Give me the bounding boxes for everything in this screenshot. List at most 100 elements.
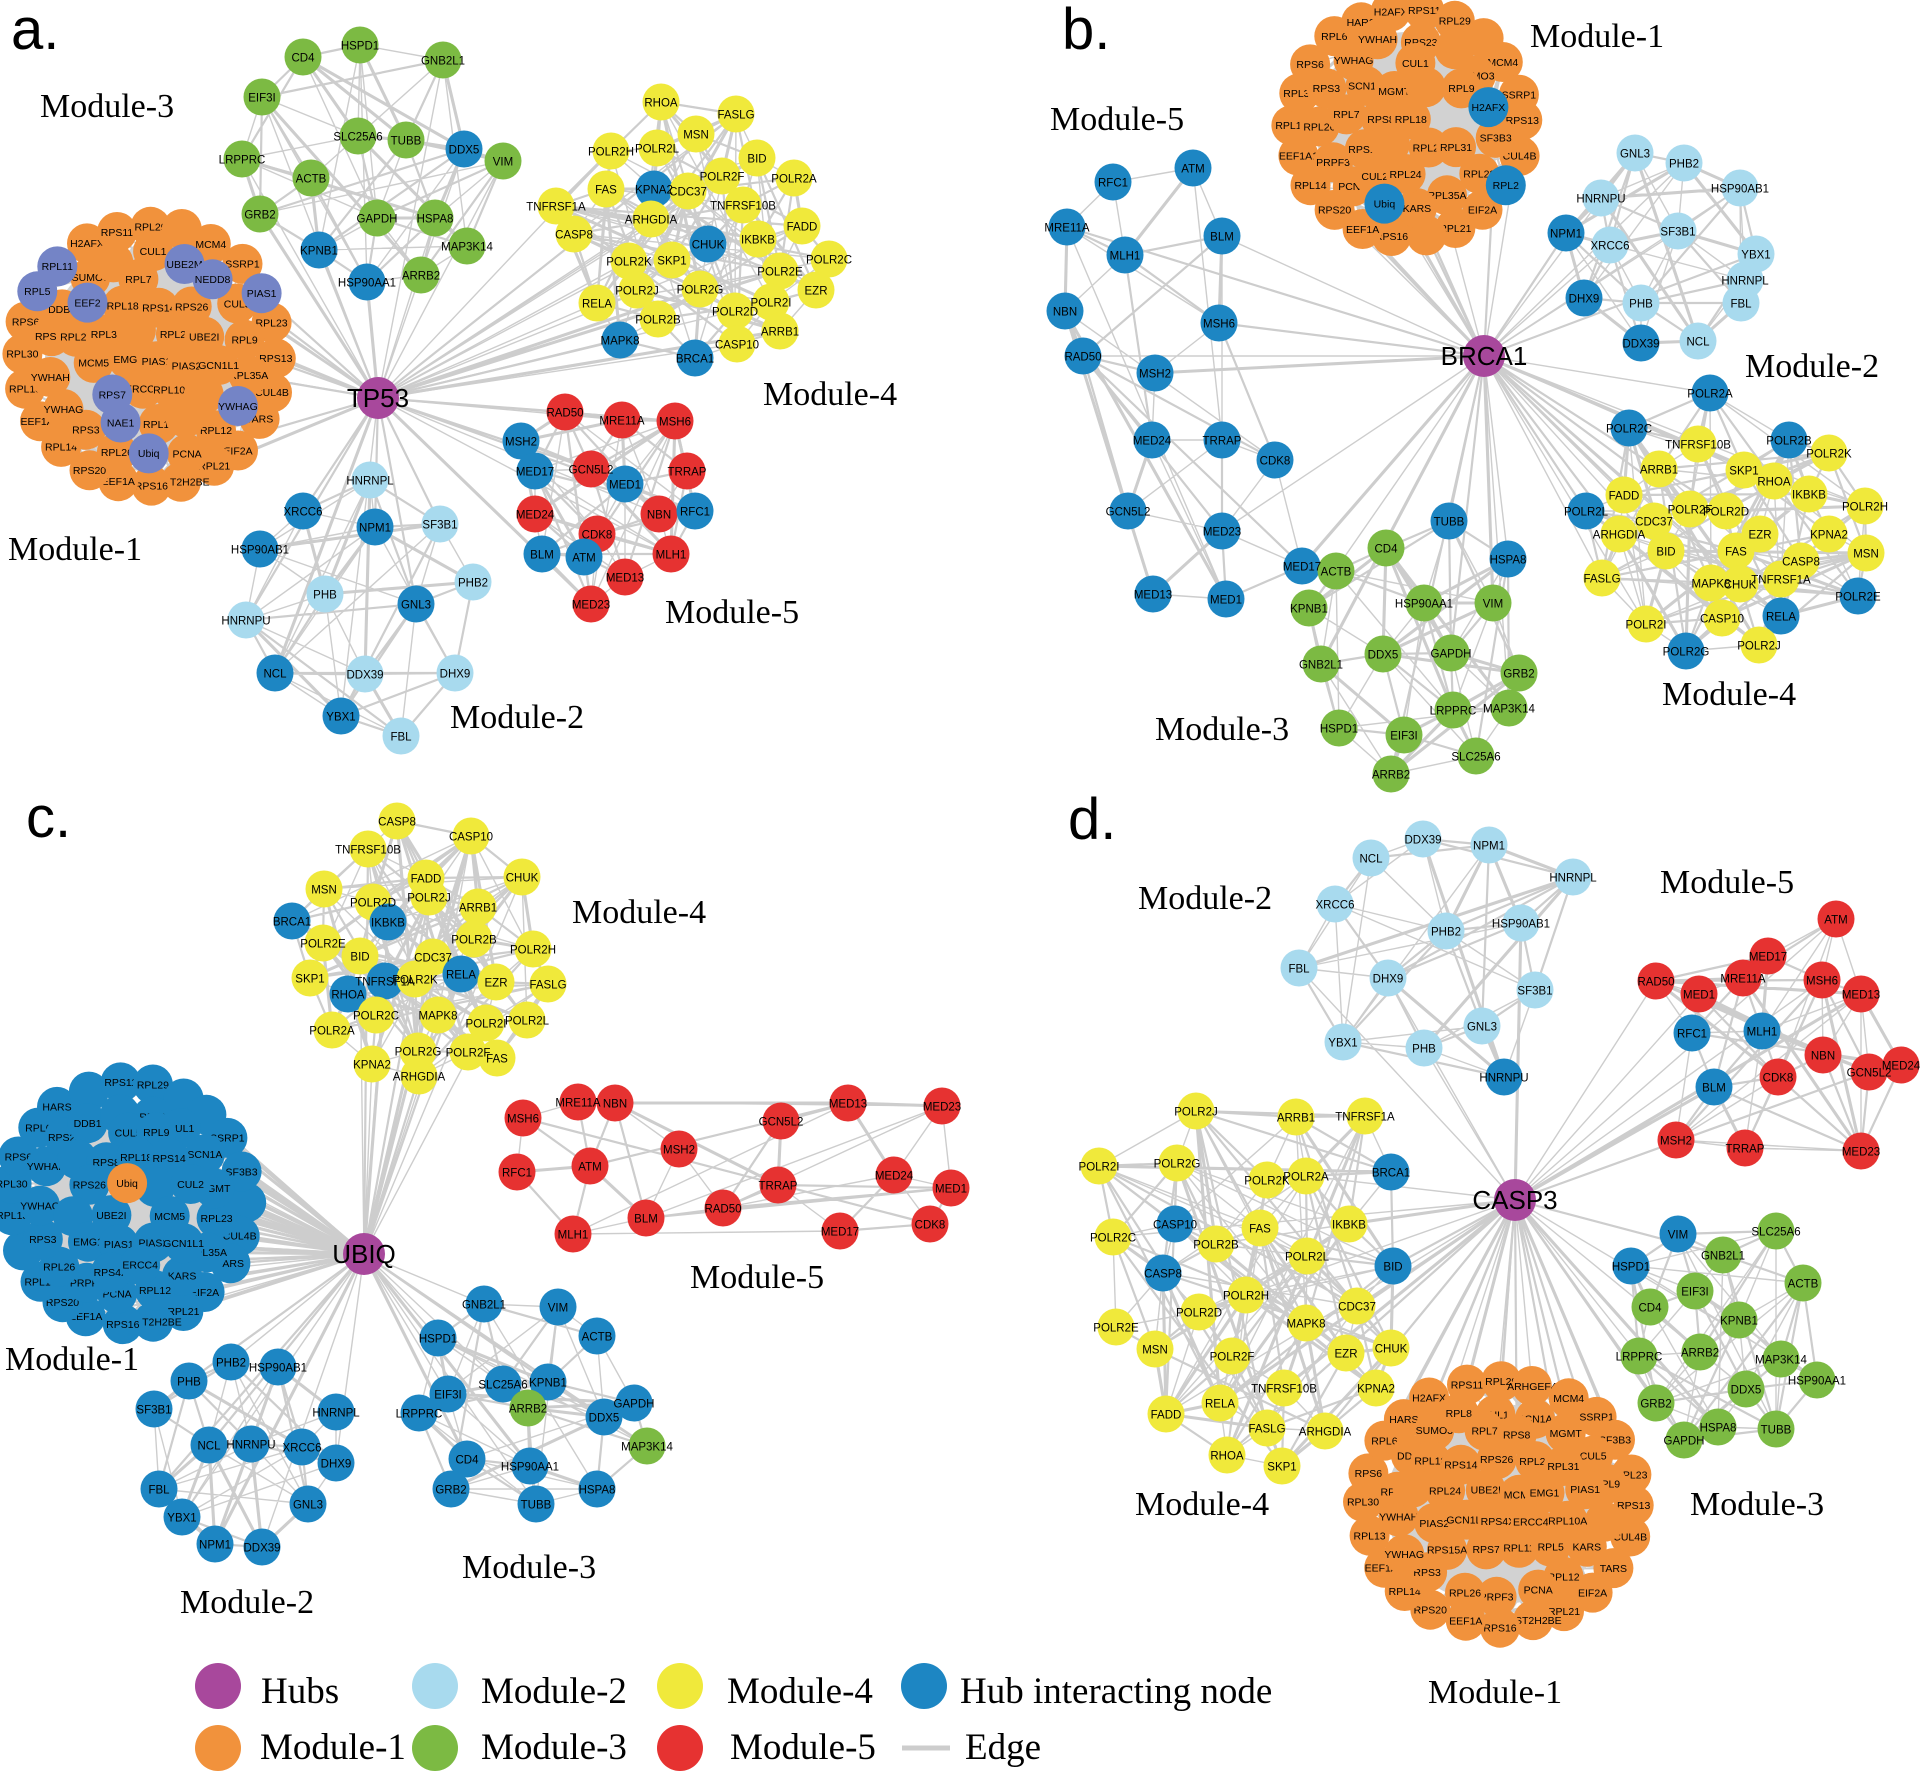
svg-text:BLM: BLM xyxy=(1210,232,1234,244)
svg-text:MLH1: MLH1 xyxy=(558,1230,589,1242)
svg-text:HNRNPL: HNRNPL xyxy=(1549,873,1597,885)
svg-text:Module-5: Module-5 xyxy=(690,1259,824,1296)
svg-text:RPL29: RPL29 xyxy=(134,222,166,234)
svg-text:DHX9: DHX9 xyxy=(1569,294,1600,306)
svg-text:VIM: VIM xyxy=(1483,599,1503,611)
svg-text:RPS6: RPS6 xyxy=(1296,59,1324,71)
svg-text:FBL: FBL xyxy=(1288,964,1310,976)
svg-text:Module-3: Module-3 xyxy=(481,1727,627,1768)
svg-text:MED13: MED13 xyxy=(1134,590,1172,602)
svg-text:CDC37: CDC37 xyxy=(1635,517,1673,529)
svg-text:CDK8: CDK8 xyxy=(915,1220,946,1232)
svg-text:FASLG: FASLG xyxy=(1583,574,1620,586)
svg-text:KPNA2: KPNA2 xyxy=(353,1060,391,1072)
svg-text:GRB2: GRB2 xyxy=(1640,1399,1671,1411)
svg-text:DDX39: DDX39 xyxy=(1622,339,1659,351)
svg-text:UBE2I: UBE2I xyxy=(1471,1485,1501,1497)
svg-text:MCM4: MCM4 xyxy=(1553,1393,1584,1405)
svg-text:RELA: RELA xyxy=(1205,1399,1235,1411)
svg-text:FADD: FADD xyxy=(787,222,818,234)
svg-text:POLR2H: POLR2H xyxy=(1842,502,1888,514)
svg-text:POLR2F: POLR2F xyxy=(700,172,745,184)
svg-text:YBX1: YBX1 xyxy=(1328,1038,1357,1050)
svg-text:YWHAG: YWHAG xyxy=(218,401,258,413)
svg-text:HSP90AA1: HSP90AA1 xyxy=(1788,1376,1846,1388)
svg-text:Module-3: Module-3 xyxy=(1690,1486,1824,1523)
svg-text:MED17: MED17 xyxy=(516,467,554,479)
svg-text:b.: b. xyxy=(1062,0,1110,62)
svg-text:SF3B3: SF3B3 xyxy=(1480,133,1512,145)
svg-text:FAS: FAS xyxy=(486,1054,508,1066)
svg-text:RPL11: RPL11 xyxy=(42,261,73,273)
svg-text:RPS16: RPS16 xyxy=(135,480,168,492)
svg-text:POLR2A: POLR2A xyxy=(1687,389,1733,401)
svg-text:YWHAG: YWHAG xyxy=(1384,1549,1424,1561)
svg-text:SF3B3: SF3B3 xyxy=(226,1166,258,1178)
svg-text:NCL: NCL xyxy=(263,669,287,681)
svg-text:RPL27: RPL27 xyxy=(60,332,92,344)
svg-text:CDK8: CDK8 xyxy=(582,530,613,542)
svg-text:DHX9: DHX9 xyxy=(440,669,471,681)
svg-text:MRE11A: MRE11A xyxy=(1044,223,1089,235)
svg-text:CASP10: CASP10 xyxy=(1700,614,1744,626)
svg-text:XRCC6: XRCC6 xyxy=(283,1443,322,1455)
svg-text:POLR2K: POLR2K xyxy=(606,257,652,269)
svg-text:NPM1: NPM1 xyxy=(199,1540,231,1552)
svg-text:CASP3: CASP3 xyxy=(1472,1185,1557,1215)
svg-text:RFC1: RFC1 xyxy=(680,507,710,519)
svg-text:RPL29: RPL29 xyxy=(1439,16,1471,28)
svg-text:MCM4: MCM4 xyxy=(1487,57,1518,69)
svg-text:EEF1A: EEF1A xyxy=(1346,224,1379,236)
svg-text:POLR2A: POLR2A xyxy=(771,174,817,186)
svg-text:SLC25A6: SLC25A6 xyxy=(1751,1227,1800,1239)
svg-text:YWHAG: YWHAG xyxy=(44,404,84,416)
svg-text:RELA: RELA xyxy=(446,970,476,982)
svg-text:RPL13: RPL13 xyxy=(1275,120,1307,132)
svg-text:RPS3: RPS3 xyxy=(1413,1567,1441,1579)
svg-text:RFC1: RFC1 xyxy=(502,1168,532,1180)
svg-text:TNFRSF1A: TNFRSF1A xyxy=(526,202,586,214)
svg-text:HARS: HARS xyxy=(42,1102,71,1114)
svg-text:TRRAP: TRRAP xyxy=(1726,1144,1765,1156)
svg-text:CD4: CD4 xyxy=(291,53,315,65)
svg-text:RPS8: RPS8 xyxy=(1367,114,1395,126)
svg-text:NBN: NBN xyxy=(647,510,671,522)
svg-text:HSPD1: HSPD1 xyxy=(1320,724,1358,736)
svg-text:GCN5L2: GCN5L2 xyxy=(759,1117,804,1129)
svg-text:POLR2L: POLR2L xyxy=(1564,507,1609,519)
svg-text:SCN1A: SCN1A xyxy=(187,1149,222,1161)
svg-text:VIM: VIM xyxy=(548,1303,568,1315)
svg-text:RPL6: RPL6 xyxy=(1321,31,1347,43)
svg-text:MCM5: MCM5 xyxy=(78,358,109,370)
svg-text:NCL: NCL xyxy=(1359,854,1383,866)
svg-text:RPL18: RPL18 xyxy=(120,1152,152,1164)
svg-text:FADD: FADD xyxy=(1151,1410,1182,1422)
svg-text:POLR2E: POLR2E xyxy=(1835,592,1881,604)
svg-text:DDX5: DDX5 xyxy=(1731,1385,1762,1397)
svg-text:CHUK: CHUK xyxy=(692,240,725,252)
svg-text:XRCC6: XRCC6 xyxy=(1591,241,1630,253)
svg-text:CD4: CD4 xyxy=(1374,544,1398,556)
svg-text:NCL: NCL xyxy=(197,1441,221,1453)
svg-text:MAPK8: MAPK8 xyxy=(419,1011,458,1023)
svg-text:SKP1: SKP1 xyxy=(1267,1462,1296,1474)
svg-text:RPL23: RPL23 xyxy=(201,1213,233,1225)
svg-text:Module-2: Module-2 xyxy=(481,1671,627,1712)
svg-text:RPL2: RPL2 xyxy=(1493,180,1519,192)
svg-text:YBX1: YBX1 xyxy=(167,1513,196,1525)
svg-text:PRPF3: PRPF3 xyxy=(1480,1592,1514,1604)
svg-text:EZR: EZR xyxy=(485,978,508,990)
svg-text:POLR2A: POLR2A xyxy=(1283,1172,1329,1184)
svg-text:RPL24: RPL24 xyxy=(160,329,192,341)
svg-text:TRRAP: TRRAP xyxy=(1203,436,1242,448)
svg-text:TUBB: TUBB xyxy=(391,136,422,148)
svg-text:HSPA8: HSPA8 xyxy=(1700,1423,1737,1435)
svg-text:EIF3I: EIF3I xyxy=(434,1390,461,1402)
svg-text:NBN: NBN xyxy=(603,1099,627,1111)
svg-text:SKP1: SKP1 xyxy=(657,256,686,268)
svg-text:RPL21: RPL21 xyxy=(1439,223,1471,235)
svg-text:POLR2H: POLR2H xyxy=(1223,1291,1269,1303)
svg-text:RPL18: RPL18 xyxy=(1395,114,1427,126)
svg-text:c.: c. xyxy=(26,785,71,850)
svg-text:LRPPRC: LRPPRC xyxy=(219,155,266,167)
